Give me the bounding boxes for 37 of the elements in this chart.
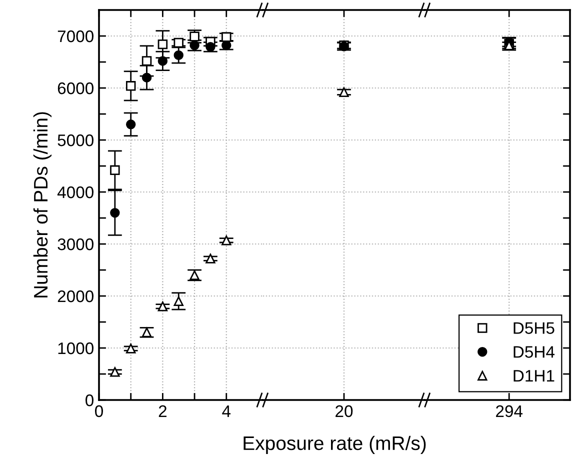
point	[190, 270, 200, 280]
point	[142, 328, 152, 338]
y-tick-label: 0	[86, 394, 94, 406]
y-tick-label: 6000	[58, 82, 94, 94]
point	[126, 344, 136, 354]
x-tick-label: 4	[222, 405, 231, 417]
point	[222, 236, 232, 246]
y-tick-label: 5000	[58, 134, 94, 146]
point	[206, 254, 216, 264]
x-axis-title: Exposure rate (mR/s)	[244, 436, 426, 454]
y-tick-label: 2000	[58, 290, 94, 302]
point	[174, 296, 184, 306]
point	[158, 56, 168, 66]
point	[142, 72, 152, 82]
point	[222, 32, 232, 42]
point	[110, 367, 120, 377]
point	[110, 208, 120, 218]
y-tick-label: 7000	[58, 30, 94, 42]
point	[174, 50, 184, 60]
point	[174, 38, 184, 48]
legend-label: D1H1	[514, 370, 554, 382]
legend-label: D5H5	[514, 322, 554, 334]
x-tick-label: 294	[496, 405, 523, 418]
point	[142, 56, 152, 66]
x-tick-label: 2	[158, 405, 166, 417]
point	[158, 39, 168, 50]
legend-label: D5H4	[514, 346, 555, 358]
point	[110, 165, 120, 176]
point	[126, 81, 136, 91]
x-tick-label: 20	[336, 405, 353, 418]
y-axis-title: Number of PDs (/min)	[33, 112, 52, 298]
point	[126, 120, 136, 130]
y-tick-label: 3000	[58, 238, 94, 250]
y-tick-label: 4000	[57, 186, 94, 198]
point	[222, 40, 232, 50]
y-tick-label: 1000	[58, 342, 94, 354]
x-tick-label: 0	[95, 405, 103, 418]
